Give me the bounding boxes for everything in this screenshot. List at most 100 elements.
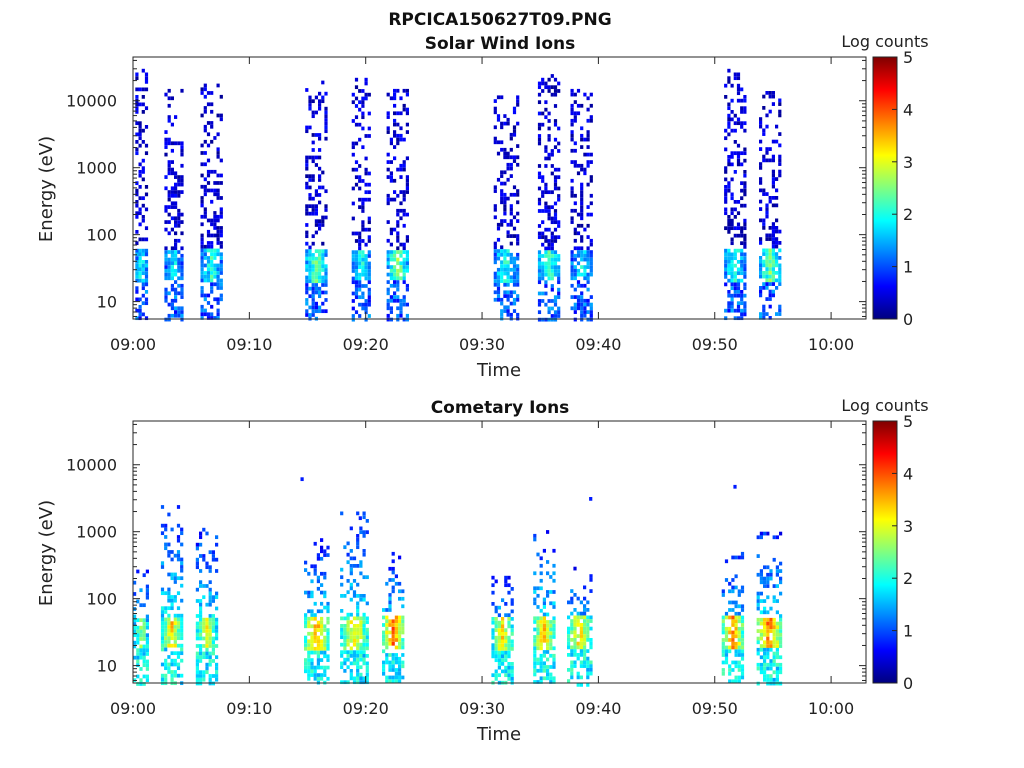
heatmap-cell [550,216,554,221]
x-axis-ticks: 09:00 09:10 09:20 09:30 09:40 09:50 10:00 [110,57,854,354]
heatmap-cell [167,550,171,554]
heatmap-cell [500,267,504,272]
heatmap-cell [734,604,738,609]
heatmap-cell [135,316,139,321]
heatmap-cell [177,261,181,266]
heatmap-cell [323,665,327,670]
heatmap-cell [138,121,142,126]
heatmap-cell [141,170,145,174]
heatmap-cell [200,248,204,253]
heatmap-cell [576,611,580,616]
heatmap-cell [399,201,403,206]
heatmap-cell [401,660,405,665]
heatmap-cell [586,675,590,680]
heatmap-cell [167,103,171,108]
heatmap-cell [740,615,745,620]
heatmap-cell [145,652,149,656]
heatmap-cell [393,197,397,202]
heatmap-cell [552,623,556,628]
heatmap-cell [358,179,362,183]
heatmap-cell [728,589,732,594]
heatmap-cell [547,89,551,93]
heatmap-cell [580,302,584,307]
heatmap-cell [542,631,546,636]
heatmap-cell [537,201,542,206]
heatmap-cell [352,654,357,658]
heatmap-cell [501,617,505,621]
heatmap-cell [138,87,142,92]
heatmap-cell [321,249,325,254]
heatmap-cell [135,230,139,234]
heatmap-cell [583,265,587,269]
heatmap-cell [762,154,766,159]
heatmap-cell [340,665,344,670]
heatmap-cell [573,100,577,104]
heatmap-cell [586,137,590,142]
heatmap-cell [580,246,584,251]
heatmap-cell [533,665,537,669]
heatmap-cell [512,301,517,306]
heatmap-cell [399,175,403,179]
heatmap-cell [509,204,513,208]
heatmap-cell [206,188,211,193]
heatmap-cell [173,670,177,674]
heatmap-cell [573,160,577,164]
heatmap-cell [205,629,209,633]
heatmap-cell [367,235,371,240]
heatmap-cell [206,143,211,148]
heatmap-cell [199,674,203,678]
heatmap-cell [386,253,390,258]
heatmap-cell [506,309,510,313]
heatmap-cell [730,252,734,257]
heatmap-cell [349,620,353,625]
heatmap-cell [167,512,171,517]
heatmap-cell [724,308,728,313]
heatmap-cell [349,639,353,643]
heatmap-cell [144,260,149,264]
heatmap-cell [208,550,212,555]
heatmap-cell [211,651,215,656]
heatmap-cell [537,302,542,307]
heatmap-cell [393,295,397,299]
colorbar-tick-label: 1 [903,258,913,277]
heatmap-cell [730,83,734,88]
heatmap-cell [573,641,577,646]
heatmap-cell [544,205,548,210]
heatmap-cell [346,552,350,557]
heatmap-cell [576,280,581,284]
heatmap-cell [219,214,223,219]
heatmap-cell [583,649,587,653]
heatmap-cell [553,235,558,240]
heatmap-cell [501,624,505,629]
heatmap-cell [533,650,537,654]
heatmap-cell [386,160,390,164]
heatmap-cell [557,149,561,153]
heatmap-cell [320,628,324,632]
heatmap-cell [727,263,731,268]
heatmap-cell [318,271,322,276]
heatmap-cell [362,616,366,621]
heatmap-cell [500,147,504,152]
heatmap-cell [213,222,217,227]
heatmap-cell [358,265,362,270]
heatmap-cell [386,152,390,157]
heatmap-cell [506,121,510,126]
heatmap-cell [216,151,220,155]
heatmap-cell [547,85,551,90]
heatmap-cell [176,576,181,581]
heatmap-cell [180,291,184,296]
heatmap-cell [195,546,199,551]
heatmap-cell [775,252,779,256]
heatmap-cell [318,193,322,197]
heatmap-cell [195,599,199,603]
heatmap-cell [580,265,584,269]
heatmap-cell [740,121,744,126]
heatmap-cell [180,287,184,292]
heatmap-cell [402,242,406,247]
heatmap-cell [167,118,171,123]
heatmap-cell [396,141,400,146]
heatmap-cell [736,117,741,122]
heatmap-cell [205,636,209,641]
heatmap-cell [305,275,309,280]
heatmap-cell [205,617,209,622]
